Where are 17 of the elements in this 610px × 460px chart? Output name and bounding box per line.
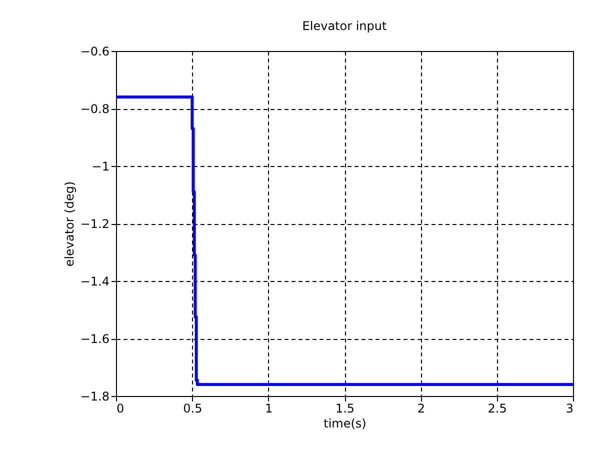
y-tick-label: −1.2 [80,217,110,231]
x-tick-label: 0 [116,402,124,416]
x-tick-label: 1 [265,402,273,416]
x-tick-label: 2.5 [488,402,507,416]
x-tick-label: 2 [417,402,425,416]
y-tick-label: −1.4 [80,274,110,288]
y-tick-label: −1.8 [80,390,110,404]
y-tick-label: −0.6 [80,44,110,58]
x-tick-label: 3 [566,402,574,416]
y-tick-label: −1 [92,160,110,174]
x-tick-label: 0.5 [183,402,202,416]
x-axis-title: time(s) [324,416,366,430]
x-tick-label: 1.5 [335,402,355,416]
y-axis-title: elevator (deg) [62,181,76,267]
chart-title: Elevator input [302,19,387,33]
y-tick-label: −1.6 [80,332,110,346]
y-tick-label: −0.8 [80,102,110,116]
